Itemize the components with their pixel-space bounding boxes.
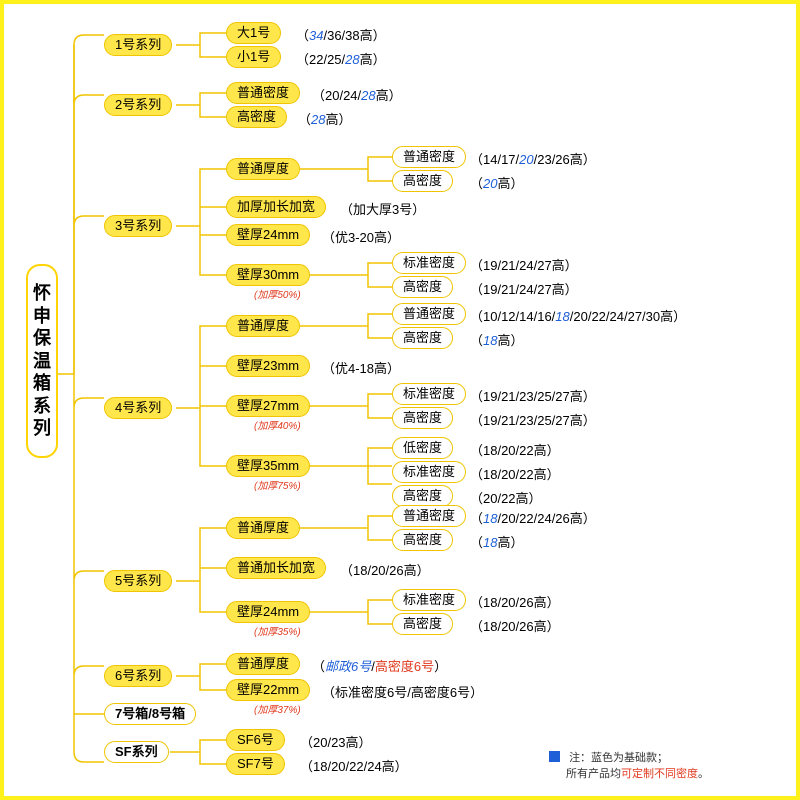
s3a-c2: 高密度 — [392, 170, 453, 192]
s5a-c1-detail: （18/20/22/24/26高） — [470, 508, 596, 527]
s5-b: 普通加长加宽 — [226, 557, 326, 579]
s4c-c1-detail: （19/21/23/25/27高） — [470, 386, 596, 405]
s5-c: 壁厚24mm — [226, 601, 310, 623]
s6-a: 普通厚度 — [226, 653, 300, 675]
s3-b-detail: （加大厚3号） — [340, 199, 425, 218]
s4-b: 壁厚23mm — [226, 355, 310, 377]
s4-c-note: (加厚40%) — [254, 417, 301, 432]
s1-small-detail: （22/25/28高） — [296, 49, 386, 68]
s3a-c2-detail: （20高） — [470, 173, 524, 192]
s2-normal: 普通密度 — [226, 82, 300, 104]
s4d-c1-detail: （18/20/22高） — [470, 440, 560, 459]
s6-a-detail: （邮政6号/高密度6号） — [312, 656, 447, 675]
s3a-c1-detail: （14/17/20/23/26高） — [470, 149, 596, 168]
s5a-c2: 高密度 — [392, 529, 453, 551]
sf-a-detail: （20/23高） — [300, 732, 372, 751]
footnote: 注：蓝色为基础款； 所有产品均可定制不同密度。 — [549, 749, 709, 781]
series-7-8: 7号箱/8号箱 — [104, 703, 196, 725]
footnote-line2: 所有产品均可定制不同密度。 — [566, 768, 709, 780]
s3a-c1: 普通密度 — [392, 146, 466, 168]
s4-d: 壁厚35mm — [226, 455, 310, 477]
s3-c: 壁厚24mm — [226, 224, 310, 246]
series-1: 1号系列 — [104, 34, 172, 56]
series-sf: SF系列 — [104, 741, 169, 763]
s4d-c2-detail: （18/20/22高） — [470, 464, 560, 483]
s4c-c1: 标准密度 — [392, 383, 466, 405]
series-3: 3号系列 — [104, 215, 172, 237]
s5a-c2-detail: （18高） — [470, 532, 524, 551]
s4a-c1-detail: （10/12/14/16/18/20/22/24/27/30高） — [470, 306, 686, 325]
s2-high-detail: （28高） — [298, 109, 352, 128]
s4d-c2: 标准密度 — [392, 461, 466, 483]
s1-small: 小1号 — [226, 46, 281, 68]
s3d-c1: 标准密度 — [392, 252, 466, 274]
s1-big-detail: （34/36/38高） — [296, 25, 386, 44]
sf-b-detail: （18/20/22/24高） — [300, 756, 408, 775]
s4c-c2-detail: （19/21/23/25/27高） — [470, 410, 596, 429]
s3d-c1-detail: （19/21/24/27高） — [470, 255, 578, 274]
s4d-c1: 低密度 — [392, 437, 453, 459]
s5c-c1-detail: （18/20/26高） — [470, 592, 560, 611]
s1-big: 大1号 — [226, 22, 281, 44]
s4d-c3-detail: （20/22高） — [470, 488, 542, 507]
s4a-c2-detail: （18高） — [470, 330, 524, 349]
s5c-c2-detail: （18/20/26高） — [470, 616, 560, 635]
s2-high: 高密度 — [226, 106, 287, 128]
s4-c: 壁厚27mm — [226, 395, 310, 417]
root-title: 怀申保温箱系列 — [26, 264, 58, 458]
s3-c-detail: （优3-20高） — [322, 227, 400, 246]
footnote-line1: 注：蓝色为基础款； — [569, 752, 668, 764]
s4d-c3: 高密度 — [392, 485, 453, 507]
s3-d: 壁厚30mm — [226, 264, 310, 286]
s6-b: 壁厚22mm — [226, 679, 310, 701]
s3-d-note: (加厚50%) — [254, 286, 301, 301]
s4-a: 普通厚度 — [226, 315, 300, 337]
s2-normal-detail: （20/24/28高） — [312, 85, 402, 104]
s4a-c1: 普通密度 — [392, 303, 466, 325]
s4-d-note: (加厚75%) — [254, 477, 301, 492]
s5c-c1: 标准密度 — [392, 589, 466, 611]
s5-a: 普通厚度 — [226, 517, 300, 539]
s3-b: 加厚加长加宽 — [226, 196, 326, 218]
sf-b: SF7号 — [226, 753, 285, 775]
s5-c-note: (加厚35%) — [254, 623, 301, 638]
series-5: 5号系列 — [104, 570, 172, 592]
series-6: 6号系列 — [104, 665, 172, 687]
s5c-c2: 高密度 — [392, 613, 453, 635]
blue-square-icon — [549, 751, 560, 762]
s6-b-detail: （标准密度6号/高密度6号） — [322, 682, 483, 701]
series-2: 2号系列 — [104, 94, 172, 116]
s5-b-detail: （18/20/26高） — [340, 560, 430, 579]
canvas: 怀申保温箱系列 1号系列 2号系列 3号系列 4号系列 5号系列 6号系列 7号… — [4, 4, 796, 796]
s4c-c2: 高密度 — [392, 407, 453, 429]
sf-a: SF6号 — [226, 729, 285, 751]
s3-thick-normal: 普通厚度 — [226, 158, 300, 180]
series-4: 4号系列 — [104, 397, 172, 419]
s4a-c2: 高密度 — [392, 327, 453, 349]
s3d-c2: 高密度 — [392, 276, 453, 298]
s6-b-note: (加厚37%) — [254, 701, 301, 716]
s3d-c2-detail: （19/21/24/27高） — [470, 279, 578, 298]
s5a-c1: 普通密度 — [392, 505, 466, 527]
s4-b-detail: （优4-18高） — [322, 358, 400, 377]
